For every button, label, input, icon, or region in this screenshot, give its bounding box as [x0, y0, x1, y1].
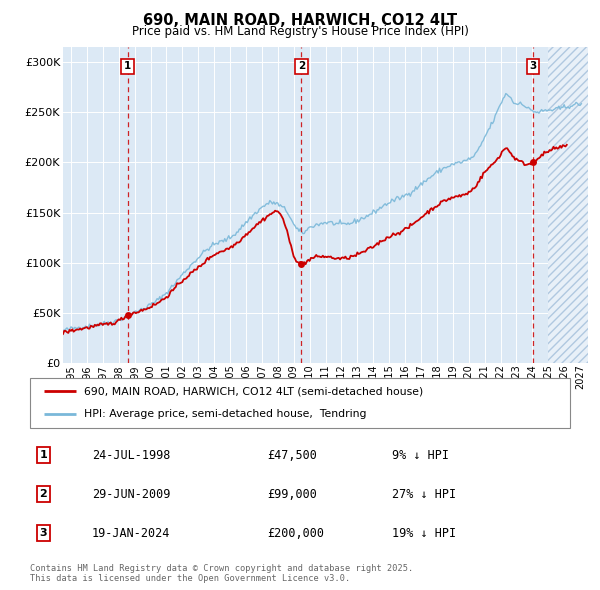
Text: £47,500: £47,500 [268, 448, 317, 461]
Text: 3: 3 [40, 528, 47, 538]
Text: Contains HM Land Registry data © Crown copyright and database right 2025.
This d: Contains HM Land Registry data © Crown c… [30, 563, 413, 583]
Bar [548, 47, 588, 363]
Text: 29-JUN-2009: 29-JUN-2009 [92, 487, 170, 501]
Text: £99,000: £99,000 [268, 487, 317, 501]
Text: 690, MAIN ROAD, HARWICH, CO12 4LT (semi-detached house): 690, MAIN ROAD, HARWICH, CO12 4LT (semi-… [84, 386, 423, 396]
Text: 2: 2 [40, 489, 47, 499]
Text: 3: 3 [529, 61, 537, 71]
FancyBboxPatch shape [30, 378, 570, 428]
Text: 1: 1 [40, 450, 47, 460]
Text: 9% ↓ HPI: 9% ↓ HPI [392, 448, 449, 461]
Text: £200,000: £200,000 [268, 527, 325, 540]
Text: 1: 1 [124, 61, 131, 71]
Text: 690, MAIN ROAD, HARWICH, CO12 4LT: 690, MAIN ROAD, HARWICH, CO12 4LT [143, 13, 457, 28]
Text: 19% ↓ HPI: 19% ↓ HPI [392, 527, 456, 540]
Text: HPI: Average price, semi-detached house,  Tendring: HPI: Average price, semi-detached house,… [84, 409, 367, 419]
Text: 27% ↓ HPI: 27% ↓ HPI [392, 487, 456, 501]
Text: Price paid vs. HM Land Registry's House Price Index (HPI): Price paid vs. HM Land Registry's House … [131, 25, 469, 38]
Text: 24-JUL-1998: 24-JUL-1998 [92, 448, 170, 461]
Text: 2: 2 [298, 61, 305, 71]
Text: 19-JAN-2024: 19-JAN-2024 [92, 527, 170, 540]
